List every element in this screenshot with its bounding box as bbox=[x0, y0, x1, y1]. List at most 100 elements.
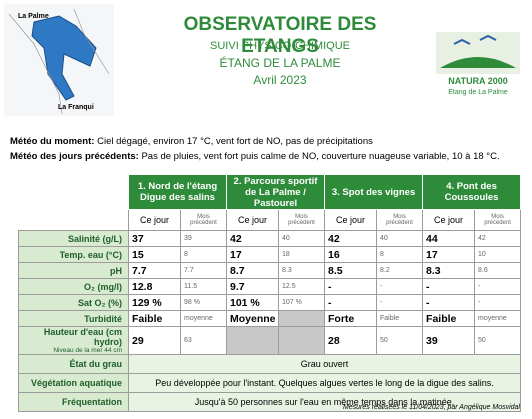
data-row: Sat O₂ (%) 129 % 98 % 101 % 107 % - - - - bbox=[18, 294, 522, 311]
lagoon-shape bbox=[31, 15, 97, 101]
value-cell: 8.5 bbox=[324, 262, 378, 279]
subtitle: SUIVI PHYSICO-CHIMIQUE bbox=[210, 40, 350, 52]
value-cell: - bbox=[474, 278, 522, 295]
value-cell: moyenne bbox=[474, 310, 522, 327]
value-cell: moyenne bbox=[180, 310, 227, 327]
column-header: Mois précédent bbox=[474, 209, 522, 231]
value-cell: 98 % bbox=[180, 294, 227, 311]
value-cell: 7.7 bbox=[128, 262, 181, 279]
value-cell: 29 bbox=[128, 326, 181, 355]
value-cell: 11.5 bbox=[180, 278, 227, 295]
value-cell: Faible bbox=[128, 310, 181, 327]
column-header: Ce jour bbox=[324, 209, 378, 231]
station-header: 4. Pont des Coussoules bbox=[422, 174, 522, 210]
data-row: Salinité (g/L) 37 39 42 40 42 40 44 42 bbox=[18, 230, 522, 247]
data-row: Temp. eau (°C) 15 8 17 18 16 8 17 10 bbox=[18, 246, 522, 263]
value-cell: 39 bbox=[180, 230, 227, 247]
value-cell: - bbox=[376, 294, 424, 311]
weather-text: Ciel dégagé, environ 17 °C, vent fort de… bbox=[97, 136, 373, 147]
map-label: La Franqui bbox=[58, 104, 94, 111]
value-cell: 8.2 bbox=[376, 262, 424, 279]
column-header: Ce jour bbox=[226, 209, 279, 231]
value-cell: Faible bbox=[422, 310, 476, 327]
logo-birds bbox=[453, 34, 497, 45]
value-cell: Faible bbox=[376, 310, 424, 327]
empty-cell bbox=[277, 310, 326, 327]
value-cell: 8.3 bbox=[277, 262, 326, 279]
station-header: 1. Nord de l'étang Digue des salins bbox=[128, 174, 227, 210]
column-header: Mois précédent bbox=[376, 209, 424, 231]
value-cell: 107 % bbox=[277, 294, 326, 311]
note-text: Peu développée pour l'instant. Quelques … bbox=[127, 373, 522, 393]
value-cell: 9.7 bbox=[226, 278, 279, 295]
empty-cell bbox=[226, 326, 279, 355]
station-header: 2. Parcours sportif de La Palme / Pastou… bbox=[225, 174, 326, 210]
column-header: Mois précédent bbox=[180, 209, 227, 231]
value-cell: - bbox=[324, 294, 378, 311]
value-cell: 12.8 bbox=[128, 278, 181, 295]
value-cell: - bbox=[324, 278, 378, 295]
value-cell: 40 bbox=[277, 230, 326, 247]
value-cell: 8 bbox=[180, 246, 227, 263]
row-label: Turbidité bbox=[18, 310, 129, 327]
row-label: O₂ (mg/l) bbox=[18, 278, 129, 295]
value-cell: 101 % bbox=[226, 294, 279, 311]
value-cell: - bbox=[422, 294, 476, 311]
weather-line: Météo du moment: Ciel dégagé, environ 17… bbox=[10, 134, 500, 149]
value-cell: 8.6 bbox=[474, 262, 522, 279]
row-label: pH bbox=[18, 262, 129, 279]
value-cell: - bbox=[422, 278, 476, 295]
value-cell: 16 bbox=[324, 246, 378, 263]
data-row: Turbidité Faible moyenne Moyenne Forte Faible… bbox=[18, 310, 522, 327]
logo-site: Etang de La Palme bbox=[448, 89, 508, 96]
note-text: Grau ouvert bbox=[127, 354, 522, 374]
value-cell: 42 bbox=[324, 230, 378, 247]
row-label: Hauteur d'eau (cm hydro) Niveau de la mer… bbox=[18, 326, 129, 355]
station-row: 1. Nord de l'étang Digue des salins 2. Pa… bbox=[19, 174, 522, 210]
weather-line: Météo des jours précédents: Pas de pluie… bbox=[10, 149, 500, 164]
value-cell: 37 bbox=[128, 230, 181, 247]
value-cell: 50 bbox=[474, 326, 522, 355]
data-row: O₂ (mg/l) 12.8 11.5 9.7 12.5- - - - bbox=[18, 278, 522, 295]
value-cell: 129 % bbox=[128, 294, 181, 311]
station-header: 3. Spot des vignes bbox=[324, 174, 424, 210]
weather-label: Météo du moment: bbox=[10, 136, 95, 147]
value-cell: 28 bbox=[324, 326, 378, 355]
map-label: La Palme bbox=[18, 13, 49, 20]
value-cell: Forte bbox=[324, 310, 378, 327]
column-header: Ce jour bbox=[128, 209, 181, 231]
column-row: Ce jour Mois précédent Ce jour Mois précéde… bbox=[19, 209, 522, 231]
row-sublabel: Niveau de la mer 44 cm bbox=[53, 347, 122, 354]
natura-logo: NATURA 2000 Etang de La Palme bbox=[436, 32, 520, 96]
value-cell: 18 bbox=[277, 246, 326, 263]
note-row: Fréquentation Jusqu'à 50 personnes sur l'… bbox=[18, 392, 522, 412]
value-cell: - bbox=[376, 278, 424, 295]
weather-text: Pas de pluies, vent fort puis calme de N… bbox=[141, 151, 500, 162]
value-cell: 15 bbox=[128, 246, 181, 263]
value-cell: 10 bbox=[474, 246, 522, 263]
value-cell: 8 bbox=[376, 246, 424, 263]
value-cell: 42 bbox=[226, 230, 279, 247]
date: Avril 2023 bbox=[253, 73, 307, 87]
value-cell: 17 bbox=[226, 246, 279, 263]
lagoon-name: ÉTANG DE LA PALME bbox=[219, 56, 341, 70]
roads bbox=[8, 8, 110, 115]
logo-hill bbox=[440, 57, 516, 68]
data-row: pH 7.7 7.7 8.7 8.3 8.5 8.2 8.3 8.6 bbox=[18, 262, 522, 279]
weather: Météo du moment: Ciel dégagé, environ 17… bbox=[10, 134, 500, 164]
row-label: Salinité (g/L) bbox=[18, 230, 129, 247]
value-cell: 8.3 bbox=[422, 262, 476, 279]
note-row: État du grau Grau ouvert bbox=[18, 354, 522, 374]
value-cell: 63 bbox=[180, 326, 227, 355]
value-cell: 12.5 bbox=[277, 278, 326, 295]
value-cell: 50 bbox=[376, 326, 424, 355]
row-label: Sat O₂ (%) bbox=[18, 294, 129, 311]
column-header: Mois précédent bbox=[277, 209, 326, 231]
row-label: Temp. eau (°C) bbox=[18, 246, 129, 263]
row-label: Végétation aquatique bbox=[18, 373, 129, 393]
value-cell: 40 bbox=[376, 230, 424, 247]
column-header: Ce jour bbox=[422, 209, 476, 231]
value-cell: 8.7 bbox=[226, 262, 279, 279]
note-row: Végétation aquatique Peu développée pour … bbox=[18, 373, 522, 393]
